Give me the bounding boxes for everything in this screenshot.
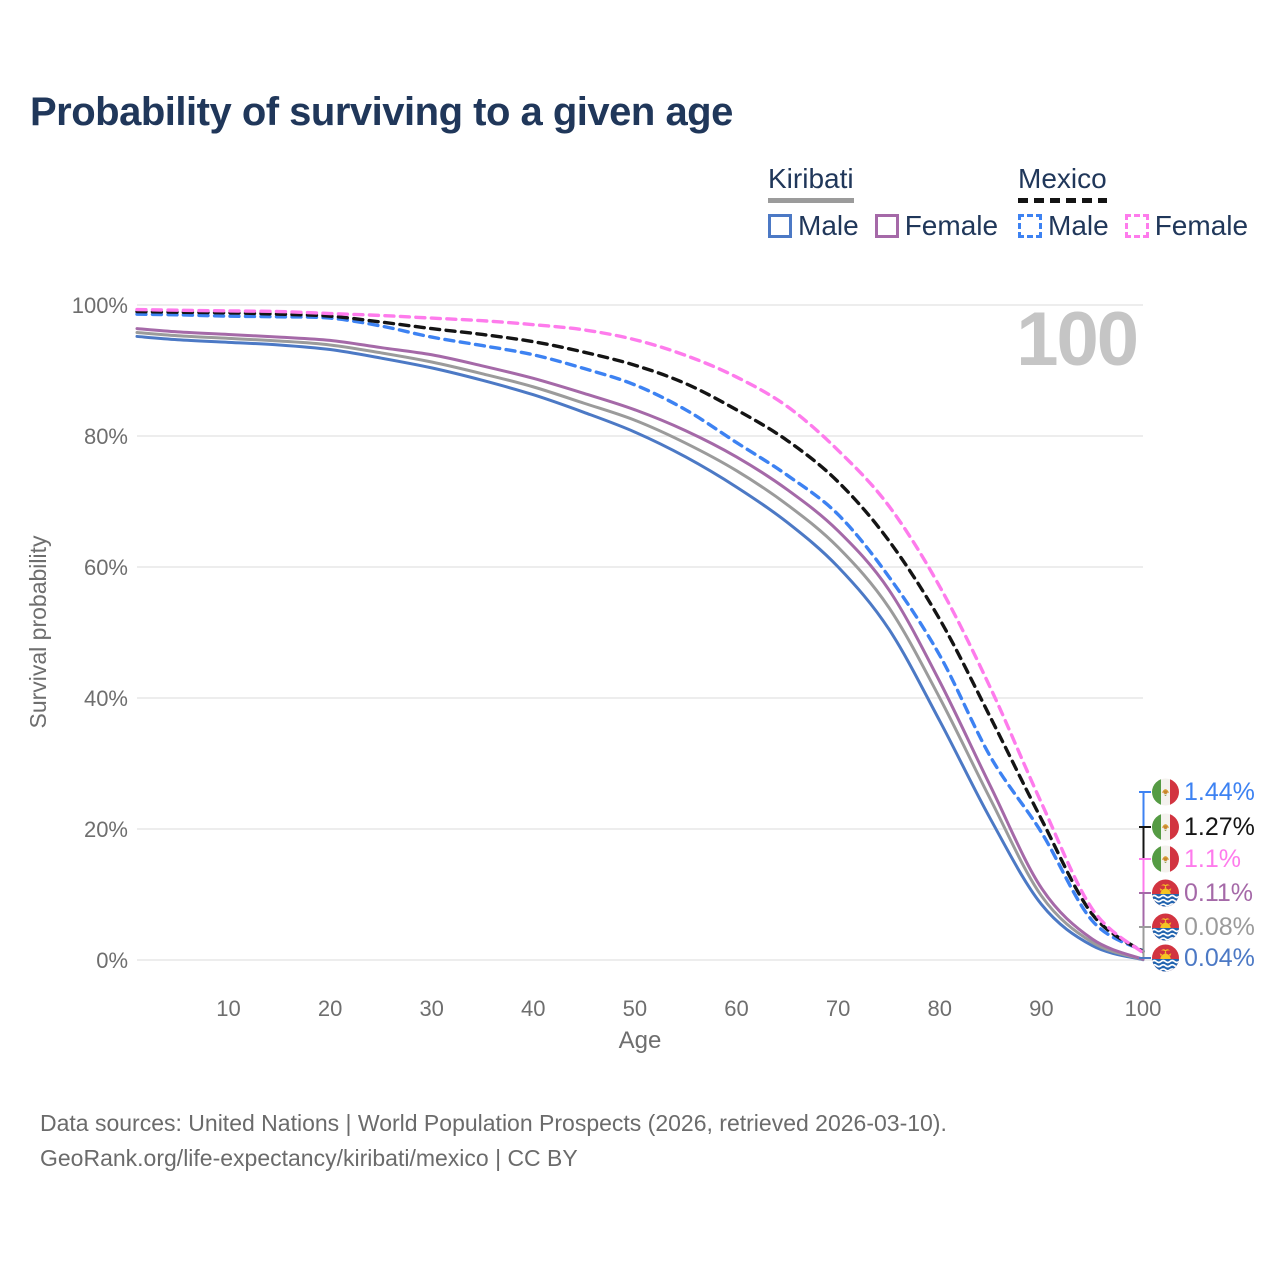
series-line-kiribati-male[interactable] <box>135 334 1145 962</box>
y-tick-label: 100% <box>72 293 128 318</box>
y-tick-label: 80% <box>84 424 128 449</box>
mexico-male-swatch-icon <box>1018 214 1042 238</box>
legend-country-kiribati: Kiribati <box>768 163 854 203</box>
x-tick-label: 60 <box>724 996 748 1021</box>
legend-country-label: Mexico <box>1018 163 1107 194</box>
legend-group-mexico: Mexico Male Female <box>1018 163 1248 242</box>
y-tick-label: 0% <box>96 948 128 973</box>
series-line-kiribati-total[interactable] <box>135 331 1145 961</box>
x-axis-title: Age <box>619 1027 662 1054</box>
kiribati-male-swatch-icon <box>768 214 792 238</box>
y-tick-label: 40% <box>84 686 128 711</box>
legend-item-kiribati-male[interactable]: Male <box>768 210 859 242</box>
series-line-mexico-female[interactable] <box>135 307 1145 955</box>
x-tick-label: 90 <box>1029 996 1053 1021</box>
series-line-kiribati-female[interactable] <box>135 327 1145 961</box>
x-tick-label: 80 <box>928 996 952 1021</box>
kiribati-flag-icon <box>1152 914 1179 941</box>
legend-item-label: Male <box>798 210 859 241</box>
y-tick-label: 60% <box>84 555 128 580</box>
series-line-mexico-male[interactable] <box>135 312 1145 953</box>
legend-group-kiribati: Kiribati Male Female <box>768 163 998 242</box>
legend-item-label: Male <box>1048 210 1109 241</box>
end-label-value: 1.27% <box>1184 813 1255 841</box>
kiribati-solid-line-sample <box>768 198 854 203</box>
mexico-flag-icon <box>1152 846 1179 873</box>
data-sources-line: Data sources: United Nations | World Pop… <box>40 1110 947 1136</box>
x-tick-label: 50 <box>623 996 647 1021</box>
x-tick-label: 100 <box>1125 996 1162 1021</box>
y-tick-label: 20% <box>84 817 128 842</box>
x-tick-label: 10 <box>216 996 240 1021</box>
footer: Data sources: United Nations | World Pop… <box>40 1106 947 1176</box>
legend-item-mexico-male[interactable]: Male <box>1018 210 1109 242</box>
end-label-value: 0.11% <box>1184 879 1253 907</box>
mexico-dashed-line-sample <box>1018 198 1107 203</box>
legend-item-kiribati-female[interactable]: Female <box>874 210 999 242</box>
legend-item-label: Female <box>904 210 999 241</box>
age-counter-watermark: 100 <box>1016 297 1139 382</box>
legend-item-mexico-female[interactable]: Female <box>1124 210 1249 242</box>
x-tick-label: 40 <box>521 996 545 1021</box>
kiribati-flag-icon <box>1152 880 1179 907</box>
y-axis-title: Survival probability <box>25 535 51 729</box>
end-label-value: 1.1% <box>1184 845 1241 873</box>
mexico-female-swatch-icon <box>1124 214 1149 238</box>
end-label-value: 1.44% <box>1184 778 1255 806</box>
page-title: Probability of surviving to a given age <box>30 90 733 134</box>
x-tick-label: 70 <box>826 996 850 1021</box>
attribution-line: GeoRank.org/life-expectancy/kiribati/mex… <box>40 1145 578 1171</box>
x-tick-label: 30 <box>419 996 443 1021</box>
end-label-value: 0.04% <box>1184 944 1255 972</box>
mexico-flag-icon <box>1152 814 1179 841</box>
kiribati-female-swatch-icon <box>874 214 899 238</box>
x-tick-label: 20 <box>318 996 342 1021</box>
mexico-flag-icon <box>1152 779 1179 806</box>
series-line-mexico-total[interactable] <box>135 309 1145 954</box>
kiribati-flag-icon <box>1152 945 1179 972</box>
legend-country-label: Kiribati <box>768 163 854 194</box>
legend-country-mexico: Mexico <box>1018 163 1107 203</box>
legend-item-label: Female <box>1154 210 1249 241</box>
end-label-value: 0.08% <box>1184 913 1255 941</box>
